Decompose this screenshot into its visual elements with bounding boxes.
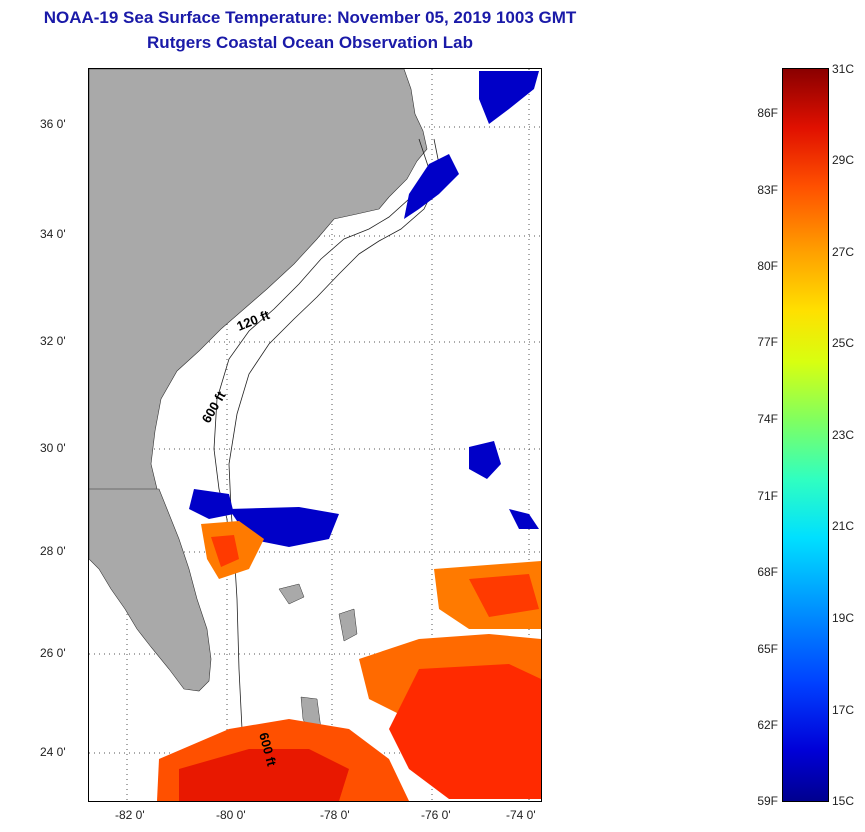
map-subtitle: Rutgers Coastal Ocean Observation Lab — [147, 33, 473, 52]
lat-label-34: 34 0' — [40, 227, 66, 241]
florida-land — [89, 488, 212, 692]
lon-label-74: -74 0' — [506, 808, 536, 822]
colorbar-f-80: 80F — [757, 259, 778, 273]
colorbar-c-27: 27C — [832, 245, 855, 259]
colorbar-c-17: 17C — [832, 703, 855, 717]
colorbar-c-19: 19C — [832, 611, 855, 625]
colorbar-f-71: 71F — [757, 489, 778, 503]
lon-label-76: -76 0' — [421, 808, 451, 822]
lat-label-32: 32 0' — [40, 334, 66, 348]
colorbar-c-31: 31C — [832, 62, 855, 76]
colorbar-f-59: 59F — [757, 794, 778, 808]
sst-map: 120 ft 600 ft 600 ft — [88, 68, 542, 802]
contour-label-600ft: 600 ft — [199, 388, 229, 425]
colorbar-f-62: 62F — [757, 718, 778, 732]
colorbar-c-21: 21C — [832, 519, 855, 533]
colorbar-c-25: 25C — [832, 336, 855, 350]
colorbar-f-74: 74F — [757, 412, 778, 426]
contour-120ft — [213, 138, 430, 550]
lat-label-36: 36 0' — [40, 117, 66, 131]
bahamas-land — [278, 583, 358, 738]
lat-label-30: 30 0' — [40, 441, 66, 455]
mainland-land — [89, 69, 428, 510]
colorbar-c-15: 15C — [832, 794, 855, 808]
colorbar-f-77: 77F — [757, 335, 778, 349]
lon-label-78: -78 0' — [320, 808, 350, 822]
colorbar-f-86: 86F — [757, 106, 778, 120]
lon-label-80: -80 0' — [216, 808, 246, 822]
map-title: NOAA-19 Sea Surface Temperature: Novembe… — [43, 8, 577, 27]
colorbar-f-68: 68F — [757, 565, 778, 579]
lat-label-24: 24 0' — [40, 745, 66, 759]
colorbar-f-83: 83F — [757, 183, 778, 197]
sst-warm-patches — [157, 521, 541, 801]
colorbar-f-65: 65F — [757, 642, 778, 656]
lat-label-26: 26 0' — [40, 646, 66, 660]
lon-label-82: -82 0' — [115, 808, 145, 822]
temperature-colorbar — [782, 68, 829, 802]
sst-map-canvas: 120 ft 600 ft 600 ft — [89, 69, 541, 801]
colorbar-c-23: 23C — [832, 428, 855, 442]
colorbar-c-29: 29C — [832, 153, 855, 167]
sst-cold-patches — [189, 71, 539, 547]
lat-label-28: 28 0' — [40, 544, 66, 558]
